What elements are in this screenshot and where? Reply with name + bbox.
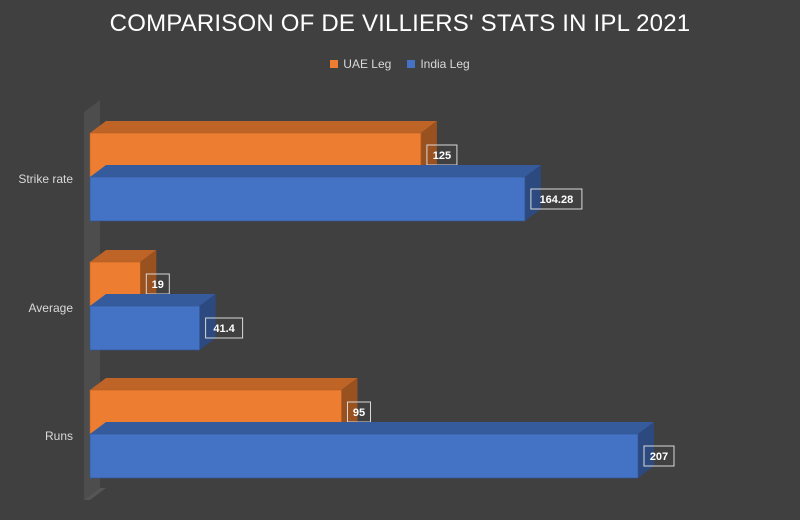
bar-india-side	[199, 294, 216, 350]
bar-india	[89, 176, 526, 222]
data-label: 41.4	[213, 323, 235, 335]
category-label: Runs	[45, 429, 73, 443]
legend: UAE Leg India Leg	[0, 57, 800, 71]
category-label: Strike rate	[18, 172, 73, 186]
data-label-box	[643, 445, 675, 467]
bar-india-top	[90, 422, 654, 434]
bar-uae-side	[140, 250, 157, 306]
bar-india	[89, 433, 639, 479]
data-label-box	[205, 317, 244, 339]
bar-india-side	[638, 422, 654, 478]
data-label: 95	[353, 407, 365, 419]
bar-india	[89, 305, 200, 351]
data-label: 207	[650, 451, 668, 463]
data-label: 125	[433, 150, 451, 162]
bar-uae-top	[90, 121, 437, 133]
bar-india-side	[524, 165, 541, 221]
legend-label-india: India Leg	[420, 57, 470, 71]
axis-floor	[84, 488, 106, 500]
legend-label-uae: UAE Leg	[343, 57, 392, 71]
chart-title: COMPARISON OF DE VILLIERS' STATS IN IPL …	[109, 10, 691, 37]
bar-india-top	[90, 294, 216, 306]
bar-uae-side	[341, 378, 358, 434]
bar-uae-side	[420, 121, 437, 177]
bar-india-top	[90, 165, 541, 177]
legend-swatch-india	[407, 60, 416, 68]
data-label: 164.28	[540, 194, 574, 206]
bar-uae-top	[90, 250, 157, 262]
category-label: Average	[29, 301, 74, 315]
legend-item-uae: UAE Leg	[330, 57, 391, 71]
legend-swatch-uae	[330, 60, 339, 68]
bar-uae-top	[90, 378, 358, 390]
legend-item-india: India Leg	[407, 57, 470, 71]
data-label: 19	[152, 279, 164, 291]
data-label-box	[530, 188, 583, 210]
